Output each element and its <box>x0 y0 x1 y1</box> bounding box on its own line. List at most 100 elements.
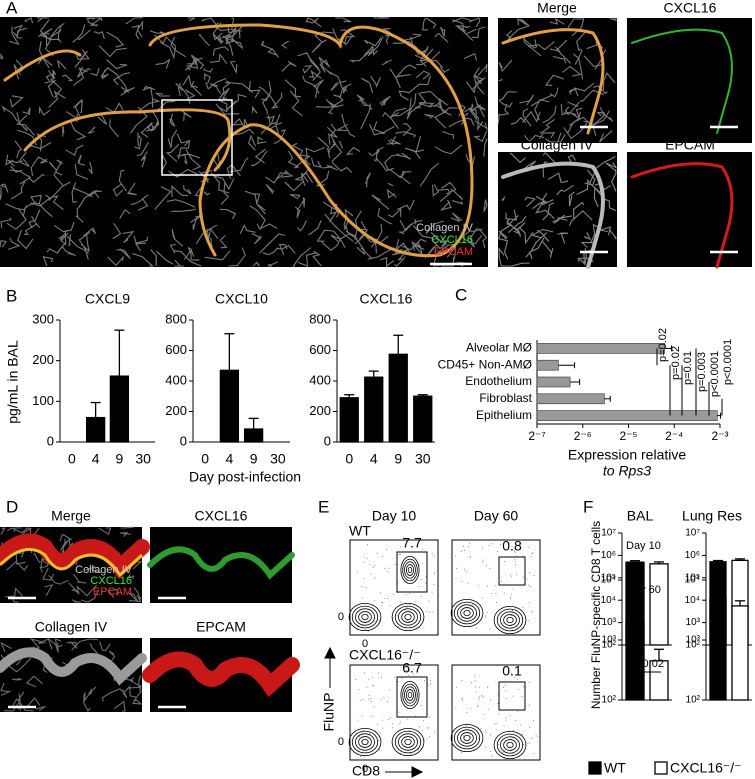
gate <box>498 681 526 711</box>
x-axis-label: Expression relative <box>568 447 686 463</box>
axis-zero: 0 <box>338 611 344 623</box>
epithelium-edge <box>0 547 144 578</box>
y-tick-label: 10⁶ <box>601 550 616 561</box>
contour <box>398 608 418 626</box>
contour <box>457 729 477 747</box>
micrograph <box>627 152 752 267</box>
x-tick-label: 4 <box>92 451 100 467</box>
contour <box>348 727 382 757</box>
contour <box>348 602 382 632</box>
x-tick-label: 30 <box>415 451 431 467</box>
y-tick-label: 600 <box>165 342 187 357</box>
bar <box>536 359 559 371</box>
x-tick-label: 2⁻⁷ <box>528 429 545 443</box>
x-tick-label: 4 <box>370 451 378 467</box>
bar <box>339 397 359 443</box>
flow-dots <box>455 667 538 757</box>
bar <box>219 369 240 443</box>
contour <box>404 738 412 746</box>
contour <box>503 739 517 751</box>
p-value: p=0.02 <box>670 346 682 380</box>
category-label: Epithelium <box>476 408 532 422</box>
bar <box>731 605 749 701</box>
bar <box>649 563 669 646</box>
contour <box>450 723 484 753</box>
y-tick-label: 10⁷ <box>685 528 700 539</box>
x-tick-label: 30 <box>135 451 151 467</box>
x-tick-label: 4 <box>225 451 233 467</box>
contour <box>453 726 481 750</box>
x-tick-label: 0 <box>68 451 76 467</box>
contour <box>404 613 412 621</box>
bar <box>413 395 433 443</box>
channel-label: Collagen IV <box>75 564 133 576</box>
contour <box>496 733 524 757</box>
contour <box>493 605 527 635</box>
image-title: Collagen IV <box>521 137 594 153</box>
y-tick-label: 10⁵ <box>685 572 700 583</box>
y-tick-label: 200 <box>165 403 187 418</box>
legend-label: WT <box>604 760 626 776</box>
y-tick-label: 600 <box>309 342 331 357</box>
y-tick-label: 10³ <box>686 635 701 646</box>
x-axis-label: Day post-infection <box>189 469 301 485</box>
epithelium-band <box>501 28 605 135</box>
y-tick-label: 10² <box>686 640 701 651</box>
gate-percentage: 0.1 <box>502 663 522 679</box>
x-axis-label: to Rps3 <box>603 463 651 479</box>
p-value: p=0.02 <box>630 658 664 670</box>
contour <box>361 613 369 621</box>
y-tick-label: 10² <box>686 695 701 706</box>
gate <box>396 676 428 718</box>
image-title: EPCAM <box>665 137 715 153</box>
y-tick-label: 10² <box>602 640 617 651</box>
bar <box>364 376 384 443</box>
p-value: p=0.003 <box>696 352 708 392</box>
bar <box>536 343 665 354</box>
contour <box>460 732 474 744</box>
x-tick-label: 9 <box>115 451 123 467</box>
bar <box>625 621 645 701</box>
y-tick-label: 300 <box>32 311 54 326</box>
y-tick-label: 100 <box>32 393 54 408</box>
x-tick-label: 30 <box>270 451 286 467</box>
epithelium-band <box>147 546 295 580</box>
x-tick-label: 2⁻⁴ <box>665 429 683 443</box>
contour <box>407 566 413 574</box>
contour <box>355 733 375 751</box>
contour <box>450 598 484 628</box>
y-tick-label: 10⁴ <box>685 575 700 586</box>
p-value: p=0.01 <box>682 351 694 385</box>
zoom-box <box>161 99 233 176</box>
y-tick-label: 800 <box>309 311 331 326</box>
gate-percentage: 6.7 <box>402 660 422 676</box>
p-value: p=0.02 <box>657 328 669 362</box>
contour <box>400 555 420 585</box>
image-title: EPCAM <box>196 619 246 635</box>
image-title: CXCL16 <box>664 0 717 16</box>
chart-title: Lung Res <box>682 508 742 524</box>
bar <box>536 393 605 405</box>
x-axis-label: CD8 <box>352 763 380 779</box>
axis-arrow <box>324 646 336 688</box>
p-value: p<0.0001 <box>709 351 721 397</box>
contour <box>401 736 415 748</box>
legend-label: CXCL16⁻/⁻ <box>670 760 742 776</box>
y-axis-label: Number FluNP-specific CD8 T cells <box>589 521 603 709</box>
row-label: WT <box>349 523 371 539</box>
contour <box>394 605 422 629</box>
micrograph <box>0 17 488 267</box>
contour <box>500 611 520 629</box>
contour <box>391 727 425 757</box>
panel-annotation: Day 10 <box>626 540 661 552</box>
bar <box>388 353 408 443</box>
panel-label: C <box>455 285 467 304</box>
contour <box>351 605 379 629</box>
bar <box>709 597 727 701</box>
y-tick-label: 10⁴ <box>685 595 700 606</box>
y-tick-label: 10² <box>602 695 617 706</box>
contour <box>402 558 418 582</box>
chart-title: CXCL16 <box>360 291 413 307</box>
contour <box>453 601 481 625</box>
